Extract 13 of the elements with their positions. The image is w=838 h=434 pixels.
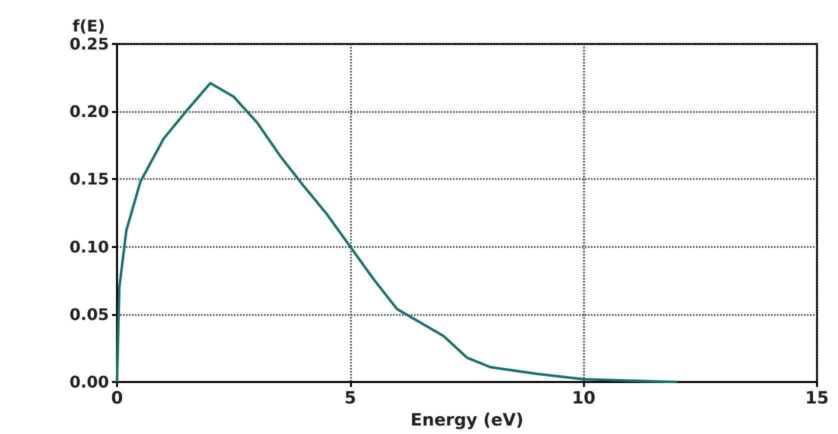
x-tick-label: 15 <box>805 388 829 408</box>
line-series <box>116 82 678 384</box>
x-tick-label: 10 <box>572 388 596 408</box>
y-tick-label: 0.25 <box>70 34 109 54</box>
y-tick-label: 0.05 <box>70 304 109 324</box>
y-tick-label: 0.10 <box>70 237 109 256</box>
x-tick-label: 0 <box>111 388 124 408</box>
x-tick-label: 5 <box>344 388 356 408</box>
y-axis-title: f(E) <box>72 16 105 36</box>
x-axis-title: Energy (eV) <box>410 410 524 430</box>
y-tick-label: 0.15 <box>70 170 109 189</box>
y-tick-label: 0.00 <box>70 372 109 392</box>
y-tick-label: 0.20 <box>70 102 109 122</box>
